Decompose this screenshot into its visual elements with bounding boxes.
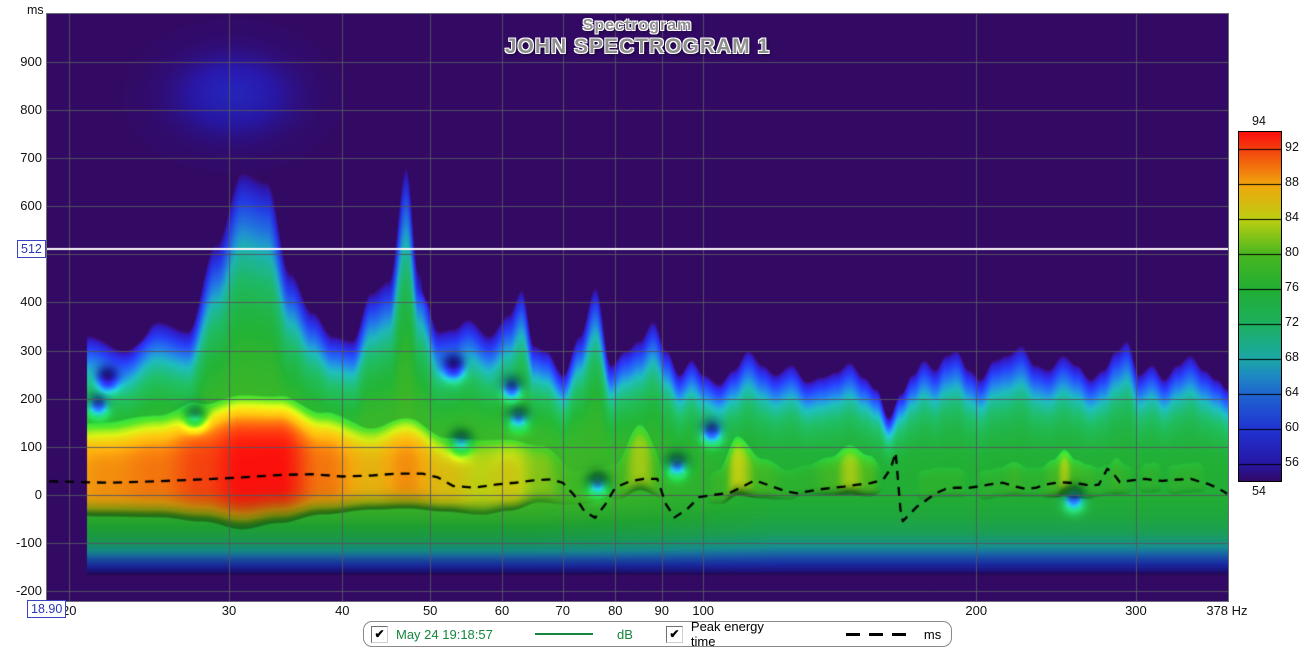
colorbar-tick-label: 72 [1285, 314, 1299, 329]
y-tick-label: 300 [20, 342, 42, 358]
x-tick-label: 378 Hz [1206, 603, 1248, 618]
colorbar-gradient [1239, 132, 1281, 481]
trace2-label[interactable]: Peak energy time [690, 619, 764, 648]
trace2-checkbox[interactable]: ✔ [665, 625, 683, 643]
x-tick-label: 30 [221, 603, 237, 618]
y-tick-label: 600 [20, 198, 42, 214]
x-tick-label: 90 [654, 603, 669, 618]
x-tick-label: 100 [692, 603, 715, 618]
colorbar-tick-label: 54 [1252, 484, 1266, 498]
trace2-unit-label: ms [923, 626, 942, 642]
y-tick-label: 0 [34, 486, 42, 502]
y-tick-label: 900 [20, 54, 42, 70]
colorbar-tick-label: 88 [1285, 175, 1299, 190]
colorbar-tick-label: 84 [1285, 210, 1299, 225]
colorbar-tick-label: 56 [1285, 454, 1299, 469]
y-tick-label: 800 [20, 102, 42, 118]
colorbar-tick-label: 94 [1252, 114, 1266, 128]
x-tick-label: 60 [494, 603, 510, 618]
colorbar-tick-label: 76 [1285, 280, 1299, 295]
y-tick-label: 100 [20, 438, 42, 454]
x-cursor-readout: 18.90 [27, 600, 67, 618]
y-axis-unit-label: ms [27, 3, 44, 17]
colorbar [1238, 131, 1282, 482]
spectrogram-canvas[interactable] [47, 14, 1228, 601]
colorbar-tick-label: 60 [1285, 419, 1299, 434]
plot-area: Spectrogram JOHN SPECTROGRAM 1 [46, 13, 1229, 602]
trace1-line-swatch [535, 633, 593, 635]
colorbar-tick-label: 68 [1285, 349, 1299, 364]
y-tick-label: -100 [15, 534, 42, 550]
trace1-checkbox[interactable]: ✔ [371, 625, 388, 643]
trace1-label[interactable]: May 24 19:18:57 [396, 626, 493, 642]
x-tick-label: 40 [335, 603, 350, 618]
trace-legend-bar: ✔ May 24 19:18:57 dB ✔ Peak energy time … [363, 619, 952, 648]
trace2-dash-swatch [845, 632, 908, 636]
trace1-unit-label: dB [617, 626, 633, 642]
y-tick-label: 200 [20, 390, 42, 406]
colorbar-tick-label: 92 [1285, 140, 1299, 155]
y-marker-512-readout[interactable]: 512 [17, 240, 46, 258]
y-tick-label: 400 [20, 294, 42, 310]
colorbar-tick-label: 64 [1285, 384, 1299, 399]
x-tick-label: 300 [1125, 603, 1147, 618]
y-tick-label: 700 [20, 150, 42, 166]
x-tick-label: 70 [555, 603, 570, 618]
colorbar-tick-label: 80 [1285, 245, 1299, 260]
y-tick-label: -200 [15, 582, 42, 598]
x-tick-label: 80 [608, 603, 623, 618]
x-tick-label: 200 [965, 603, 988, 618]
x-tick-label: 50 [422, 603, 438, 618]
